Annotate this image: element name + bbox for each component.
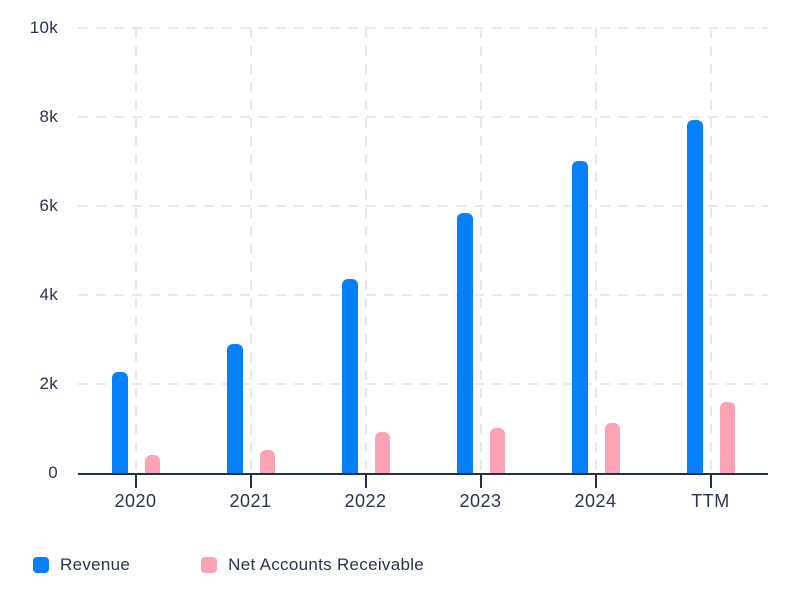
plot-area — [78, 27, 768, 475]
x-tick-2023 — [479, 475, 482, 488]
gridline-h-10k — [78, 27, 768, 29]
bar-net-accounts-receivable-2021[interactable] — [259, 450, 275, 473]
bar-revenue-2023[interactable] — [456, 213, 473, 473]
x-axis-label-2023: 2023 — [459, 491, 502, 511]
bar-net-accounts-receivable-2023[interactable] — [489, 428, 505, 473]
gridline-v-2020 — [134, 28, 137, 473]
gridline-h-2k — [78, 383, 768, 385]
x-axis-label-2020: 2020 — [114, 491, 157, 511]
bar-revenue-2021[interactable] — [226, 344, 243, 473]
bar-net-accounts-receivable-ttm[interactable] — [719, 402, 735, 473]
x-axis-label-TTM: TTM — [691, 491, 730, 511]
y-axis-label-8k: 8k — [39, 107, 58, 126]
gridline-h-8k — [78, 116, 768, 118]
gridline-v-2024 — [594, 28, 597, 473]
gridline-v-2022 — [364, 28, 367, 473]
x-tick-TTM — [709, 475, 712, 488]
x-axis-label-2024: 2024 — [574, 491, 617, 511]
bar-revenue-ttm[interactable] — [686, 120, 703, 473]
x-tick-2021 — [249, 475, 252, 488]
legend-label-revenue: Revenue — [60, 555, 131, 574]
gridline-v-2023 — [479, 28, 482, 473]
legend: Revenue Net Accounts Receivable — [33, 555, 424, 575]
y-axis-label-0: 0 — [48, 463, 58, 482]
bar-revenue-2024[interactable] — [571, 161, 588, 473]
legend-label-net-accounts-receivable: Net Accounts Receivable — [228, 555, 425, 574]
x-tick-2020 — [134, 475, 137, 488]
y-axis-label-6k: 6k — [39, 196, 58, 215]
bar-net-accounts-receivable-2020[interactable] — [144, 455, 160, 473]
gridline-v-2021 — [249, 28, 252, 473]
bar-net-accounts-receivable-2024[interactable] — [604, 423, 620, 473]
gridline-v-TTM — [709, 28, 712, 473]
x-tick-2024 — [594, 475, 597, 488]
bar-revenue-2022[interactable] — [341, 279, 358, 473]
gridline-h-4k — [78, 294, 768, 296]
gridline-h-6k — [78, 205, 768, 207]
x-tick-2022 — [364, 475, 367, 488]
y-axis-label-4k: 4k — [39, 285, 58, 304]
net-accounts-receivable-swatch-icon — [201, 557, 218, 573]
x-axis-label-2022: 2022 — [344, 491, 387, 511]
x-axis-label-2021: 2021 — [229, 491, 272, 511]
revenue-swatch-icon — [33, 557, 49, 573]
legend-item-revenue[interactable]: Revenue — [33, 555, 130, 575]
y-axis-label-10k: 10k — [29, 18, 58, 37]
legend-item-net-accounts-receivable[interactable]: Net Accounts Receivable — [201, 555, 424, 575]
bar-net-accounts-receivable-2022[interactable] — [374, 432, 390, 473]
y-axis-label-2k: 2k — [39, 374, 58, 393]
bar-revenue-2020[interactable] — [111, 372, 128, 473]
